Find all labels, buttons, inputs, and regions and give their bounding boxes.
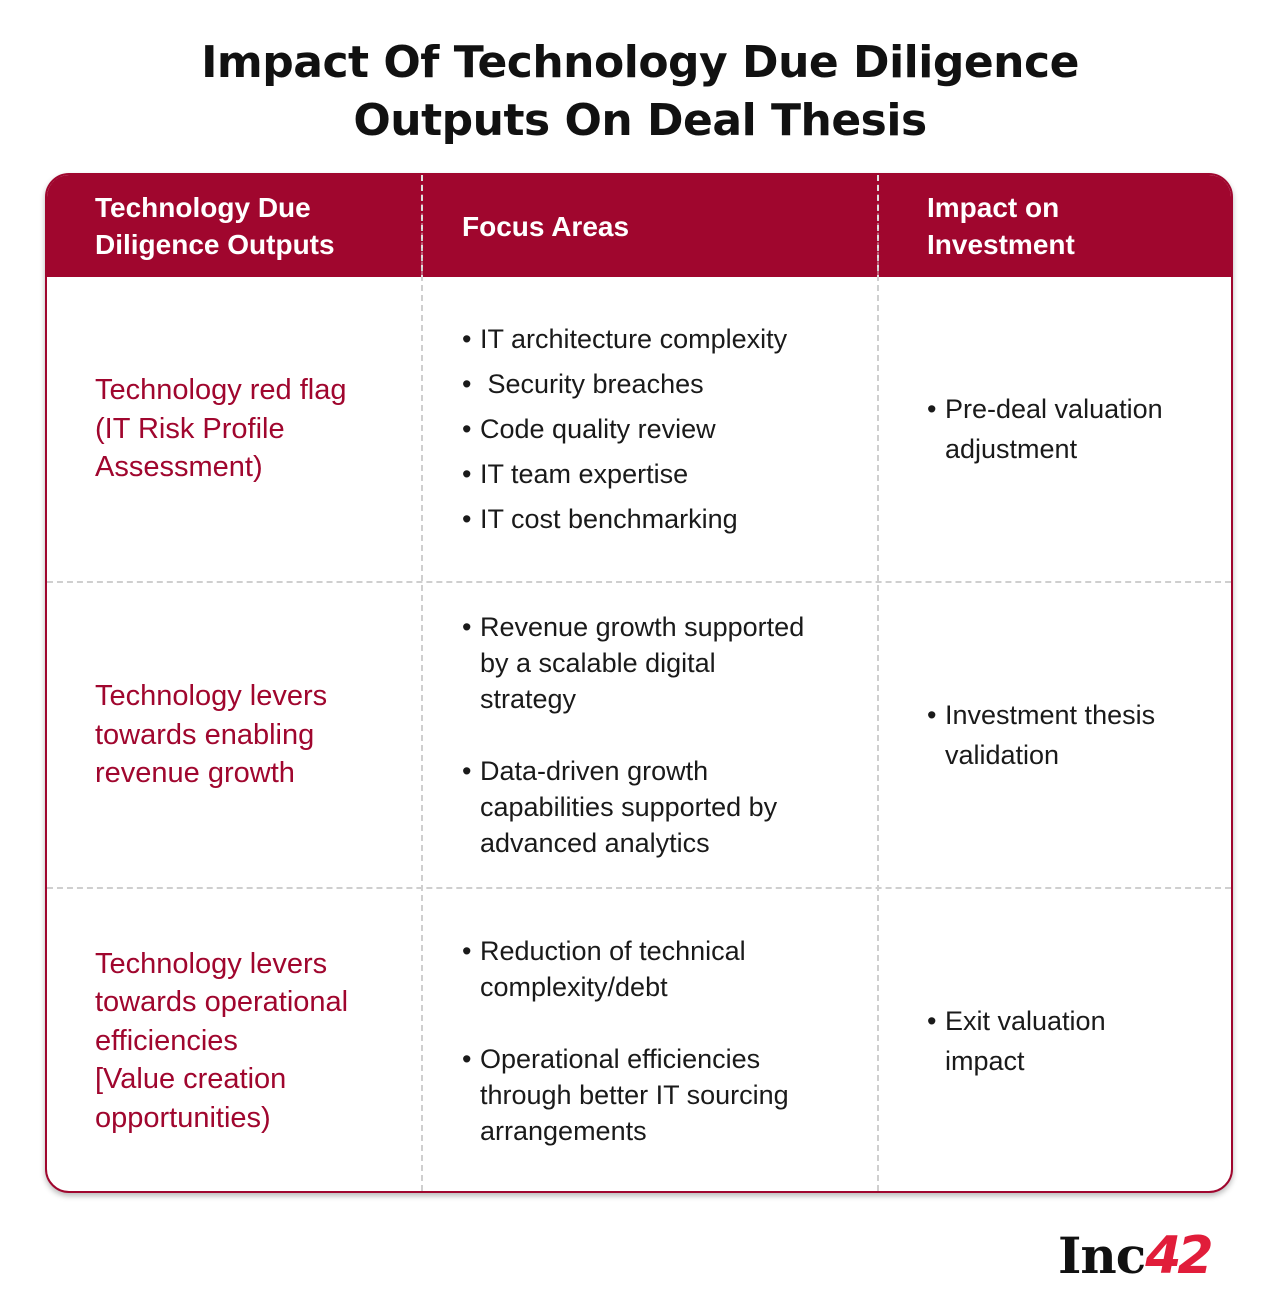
list-item-text: through better IT sourcing (480, 1080, 789, 1110)
list-item-text: Operational efficiencies (480, 1044, 761, 1074)
page-title-line-1: Impact Of Technology Due Diligence (201, 37, 1079, 88)
logo-text: Inc (1058, 1226, 1146, 1285)
header-cell-focus-areas: Focus Areas (462, 175, 862, 277)
header-column-divider (877, 175, 879, 277)
due-diligence-table: Technology Due Diligence Outputs Focus A… (45, 173, 1233, 1193)
list-item: IT cost benchmarking (462, 497, 787, 542)
output-cell: Technology levers towards operational ef… (95, 889, 405, 1191)
output-label-line: opportunities) (95, 1101, 271, 1134)
output-cell: Technology levers towards enabling reven… (95, 583, 405, 887)
header-text: Focus Areas (462, 210, 630, 242)
list-item-text: capabilities supported by (480, 792, 778, 822)
list-item: Code quality review (462, 407, 787, 452)
header-cell-impact: Impact on Investment (927, 175, 1217, 277)
list-item-text: IT cost benchmarking (480, 503, 738, 534)
list-item: IT architecture complexity (462, 317, 787, 362)
list-item: Reduction of technical complexity/debt (462, 933, 789, 1005)
header-text: Investment (927, 229, 1075, 260)
output-label: Technology levers towards enabling reven… (95, 677, 327, 793)
list-item: Exit valuation impact (927, 1001, 1106, 1081)
output-label-line: Technology levers (95, 947, 328, 980)
header-text: Diligence Outputs (95, 229, 335, 260)
focus-list: IT architecture complexity Security brea… (462, 317, 787, 542)
list-item-text: IT team expertise (480, 458, 689, 489)
list-item-text: Security breaches (480, 368, 704, 399)
row-divider (47, 887, 1231, 889)
output-label-line: efficiencies (95, 1024, 238, 1057)
header-text: Impact on (927, 192, 1060, 223)
list-item-text: advanced analytics (480, 828, 710, 858)
output-label-line: revenue growth (95, 757, 295, 790)
list-item-text: strategy (480, 684, 577, 714)
output-label-line: Assessment) (95, 451, 263, 484)
list-item: Data-driven growth capabilities supporte… (462, 753, 804, 861)
output-cell: Technology red flag (IT Risk Profile Ass… (95, 277, 405, 581)
list-item: Investment thesis validation (927, 695, 1155, 775)
output-label: Technology red flag (IT Risk Profile Ass… (95, 371, 347, 487)
output-label-line: towards operational (95, 986, 349, 1019)
logo-number: 42 (1145, 1226, 1213, 1286)
list-item-text: Pre-deal valuation (945, 394, 1163, 424)
impact-cell: Investment thesis validation (927, 583, 1227, 887)
focus-cell: Revenue growth supported by a scalable d… (462, 583, 882, 887)
list-item-text: Investment thesis (945, 700, 1156, 730)
list-item-text: Code quality review (480, 413, 716, 444)
output-label-line: [Value creation (95, 1063, 287, 1096)
table-row: Technology levers towards operational ef… (47, 889, 1231, 1191)
focus-list: Revenue growth supported by a scalable d… (462, 609, 804, 861)
impact-list: Pre-deal valuation adjustment (927, 389, 1163, 469)
impact-cell: Exit valuation impact (927, 889, 1227, 1191)
table-row: Technology red flag (IT Risk Profile Ass… (47, 277, 1231, 581)
column-divider (877, 175, 879, 1191)
list-item-text: by a scalable digital (480, 648, 716, 678)
output-label-line: Technology red flag (95, 374, 347, 407)
focus-list: Reduction of technical complexity/debt O… (462, 933, 789, 1149)
page-title: Impact Of Technology Due Diligence Outpu… (0, 34, 1280, 150)
output-label-line: (IT Risk Profile (95, 412, 285, 445)
impact-list: Investment thesis validation (927, 695, 1155, 775)
header-text: Technology Due (95, 192, 311, 223)
list-item-text: adjustment (945, 434, 1078, 464)
output-label: Technology levers towards operational ef… (95, 945, 348, 1138)
list-item: Security breaches (462, 362, 787, 407)
table-row: Technology levers towards enabling reven… (47, 583, 1231, 887)
list-item-text: Data-driven growth (480, 756, 709, 786)
output-label-line: towards enabling (95, 718, 315, 751)
row-divider (47, 581, 1231, 583)
header-cell-outputs: Technology Due Diligence Outputs (95, 175, 395, 277)
impact-cell: Pre-deal valuation adjustment (927, 277, 1227, 581)
list-item-text: Revenue growth supported (480, 612, 805, 642)
list-item: Operational efficiencies through better … (462, 1041, 789, 1149)
list-item-text: arrangements (480, 1116, 647, 1146)
header-column-divider (421, 175, 423, 277)
impact-list: Exit valuation impact (927, 1001, 1106, 1081)
list-item-text: Exit valuation (945, 1006, 1106, 1036)
list-item-text: IT architecture complexity (480, 323, 788, 354)
page-title-line-2: Outputs On Deal Thesis (353, 95, 927, 146)
list-item: Revenue growth supported by a scalable d… (462, 609, 804, 717)
list-item-text: validation (945, 740, 1060, 770)
list-item: IT team expertise (462, 452, 787, 497)
list-item-text: complexity/debt (480, 972, 668, 1002)
list-item-text: impact (945, 1046, 1025, 1076)
focus-cell: IT architecture complexity Security brea… (462, 277, 882, 581)
list-item-text: Reduction of technical (480, 936, 746, 966)
list-item: Pre-deal valuation adjustment (927, 389, 1163, 469)
inc42-logo: Inc 42 (1058, 1226, 1228, 1286)
output-label-line: Technology levers (95, 680, 328, 713)
focus-cell: Reduction of technical complexity/debt O… (462, 889, 882, 1191)
table-header-row: Technology Due Diligence Outputs Focus A… (47, 175, 1231, 277)
column-divider (421, 175, 423, 1191)
